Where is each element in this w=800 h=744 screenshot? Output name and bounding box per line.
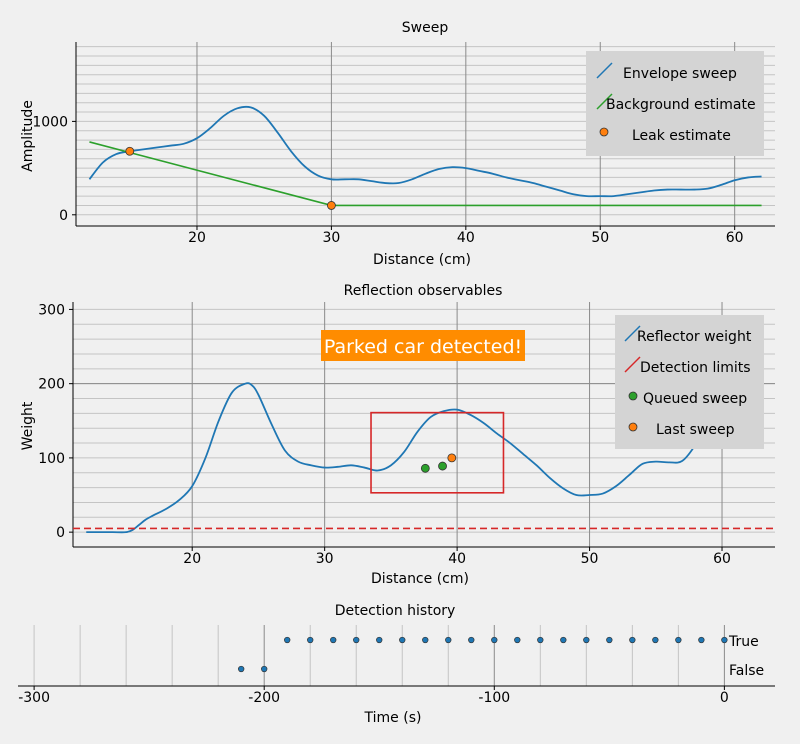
detection-banner-bg [321,330,525,361]
history-category-true: True [728,634,759,650]
reflection-x-label: Distance (cm) [371,571,469,587]
history-point [583,636,590,644]
legend-background-swatch [596,93,613,110]
history-point [307,636,314,644]
reflection-x-tick-label: 50 [581,551,599,567]
history-point [353,636,360,644]
history-x-tick-label: -100 [478,690,510,706]
detection-banner-text: Parked car detected! [324,336,522,358]
reflection-axes: 20 30 40 50 60 0 100 200 300 [38,302,775,567]
sweep-x-tick-label: 60 [726,230,744,246]
legend-leak-label: Leak estimate [632,128,731,144]
sweep-axes: 20 30 40 50 60 0 1000 [32,42,775,246]
history-series [238,636,728,673]
history-point [491,636,498,644]
reflection-title: Reflection observables [344,283,503,299]
reflection-x-tick-label: 30 [316,551,334,567]
history-point [629,636,636,644]
reflection-panel: Reflection observables 20 30 40 50 60 0 100 200… [20,283,775,587]
detection-limits-box [370,411,505,494]
envelope-sweep-line [88,105,762,198]
reflection-y-tick-label: 100 [38,451,65,467]
history-point [698,636,705,644]
sweep-x-tick-label: 20 [188,230,206,246]
sweep-y-tick-label: 1000 [32,114,68,130]
reflection-legend-box [615,315,764,449]
history-x-tick-label: -300 [18,690,50,706]
history-title: Detection history [335,603,456,619]
history-point [330,636,337,644]
legend-leak-swatch [599,127,609,137]
reflection-y-tick-label: 300 [38,302,65,318]
sweep-legend[interactable]: Envelope sweep Background estimate Leak … [586,51,764,156]
reflection-y-tick-label: 200 [38,377,65,393]
leak-estimate-point [327,201,336,210]
sweep-y-label: Amplitude [20,100,36,172]
history-point [399,636,406,644]
history-point [721,636,728,644]
history-point [468,636,475,644]
history-x-label: Time (s) [364,710,422,726]
leak-estimate-point [125,146,135,156]
history-panel: Detection history -300 -200 -100 0 True Fal… [18,603,775,726]
history-point [560,636,567,644]
sweep-x-tick-label: 40 [457,230,475,246]
history-x-tick-label: -200 [248,690,280,706]
history-point [514,636,521,644]
history-point [422,636,429,644]
sweep-x-tick-label: 50 [591,230,609,246]
history-point [376,636,383,644]
queued-sweep-point [438,461,447,471]
sweep-y-tick-label: 0 [59,208,68,224]
history-point [445,636,452,644]
legend-limits-swatch [624,356,641,373]
sweep-legend-box [586,51,764,156]
history-point [284,636,291,644]
history-point [675,636,682,644]
reflection-y-tick-label: 0 [56,525,65,541]
legend-sweep-label: Envelope sweep [623,66,737,82]
last-sweep-point [447,453,457,463]
sweep-title: Sweep [402,20,449,36]
legend-queued-label: Queued sweep [643,391,747,407]
history-point [652,636,659,644]
reflection-x-tick-label: 20 [183,551,201,567]
history-category-false: False [729,663,764,679]
history-point [261,665,268,673]
reflection-x-tick-label: 60 [713,551,731,567]
reflector-weight-line [86,382,749,534]
sweep-x-label: Distance (cm) [373,252,471,268]
legend-queued-swatch [628,391,638,401]
history-grid [33,625,725,686]
legend-reflector-swatch [624,325,641,342]
sweep-x-tick-label: 30 [322,230,340,246]
legend-last-swatch [628,422,638,432]
history-x-tick-label: 0 [720,690,729,706]
reflection-series [73,382,775,534]
legend-sweep-swatch [596,62,613,79]
sweep-series [88,105,762,210]
history-axes: -300 -200 -100 0 [18,685,775,706]
legend-last-label: Last sweep [656,422,735,438]
history-point [537,636,544,644]
detection-banner: Parked car detected! [321,330,525,361]
sweep-panel: Sweep 20 30 40 50 60 0 1000 Distance (cm) Ampl… [20,20,775,268]
legend-background-label: Background estimate [606,97,756,113]
reflection-x-tick-label: 40 [448,551,466,567]
legend-reflector-label: Reflector weight [637,329,752,345]
reflection-legend[interactable]: Reflector weight Detection limits Queued… [615,315,764,449]
history-point [606,636,613,644]
history-point [238,665,245,673]
legend-limits-label: Detection limits [640,360,751,376]
queued-sweep-point [420,463,430,473]
reflection-y-label: Weight [20,401,36,450]
